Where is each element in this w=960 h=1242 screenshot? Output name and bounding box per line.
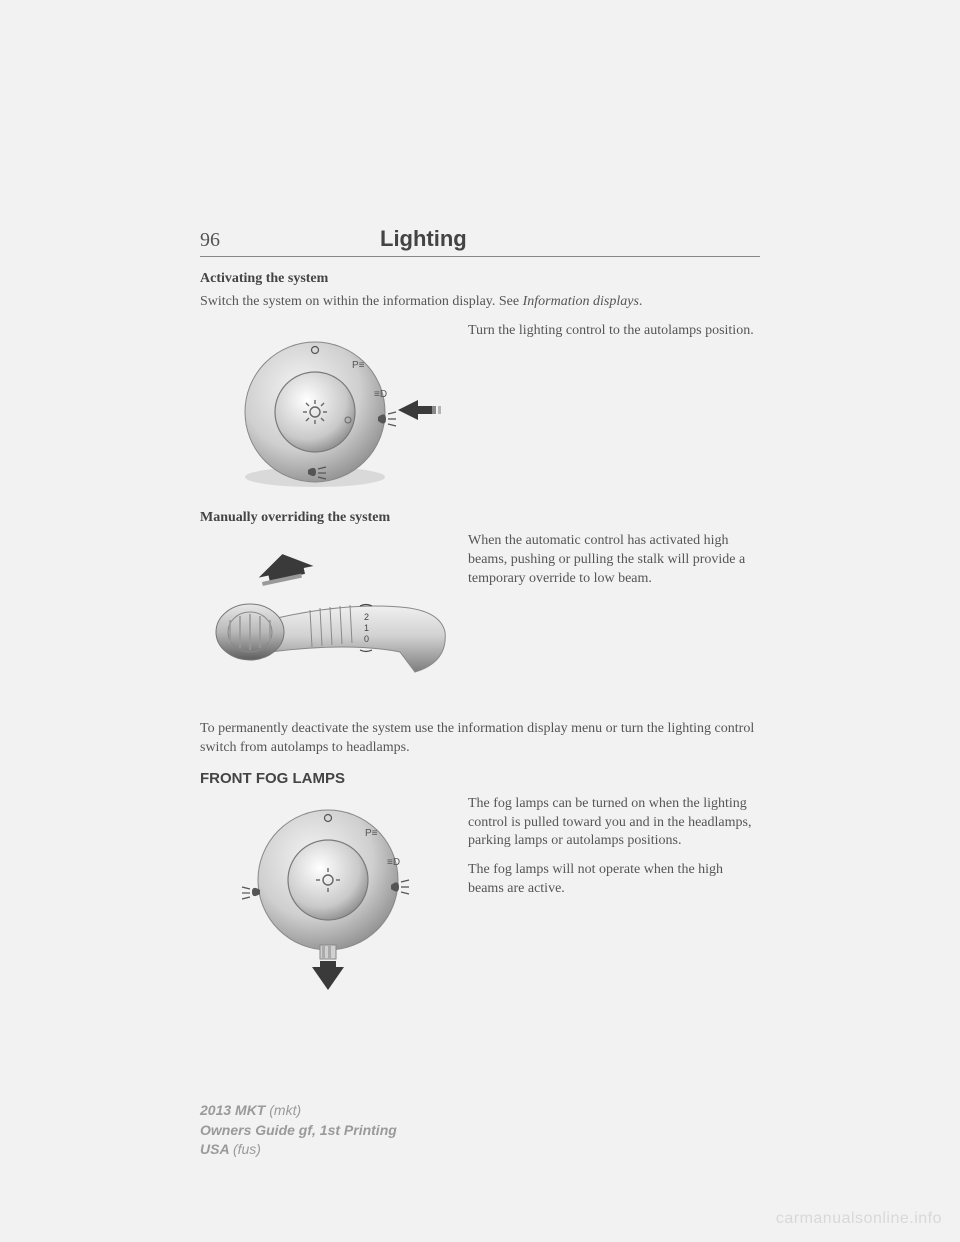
footer-line-2: Owners Guide gf, 1st Printing: [200, 1121, 397, 1141]
svg-text:P≡: P≡: [365, 828, 378, 839]
section1-intro-a: Switch the system on within the informat…: [200, 294, 523, 309]
footer-region-code: (fus): [233, 1141, 261, 1157]
svg-text:≡D: ≡D: [374, 389, 387, 400]
section1-intro-italic: Information displays: [523, 294, 639, 309]
section1-row: P≡ ≡D: [200, 322, 760, 492]
section3-side-a: The fog lamps can be turned on when the …: [468, 795, 760, 852]
page-header: 96 Lighting: [200, 226, 760, 257]
section2-heading: Manually overriding the system: [200, 510, 760, 526]
page-number: 96: [200, 229, 380, 252]
footer-model: 2013 MKT: [200, 1102, 269, 1118]
lighting-dial-figure-1: P≡ ≡D: [200, 322, 450, 492]
svg-text:1: 1: [364, 623, 369, 633]
section1-side: Turn the lighting control to the autolam…: [468, 322, 760, 492]
section1-intro: Switch the system on within the informat…: [200, 293, 760, 312]
svg-text:2: 2: [364, 612, 369, 622]
section3-side: The fog lamps can be turned on when the …: [468, 795, 760, 965]
footer-model-code: (mkt): [269, 1102, 301, 1118]
section1-heading: Activating the system: [200, 271, 760, 287]
section3-title: FRONT FOG LAMPS: [200, 770, 760, 787]
section2-side-text: When the automatic control has activated…: [468, 532, 760, 589]
section3-row: P≡ ≡D: [200, 795, 760, 965]
section1-side-text: Turn the lighting control to the autolam…: [468, 322, 760, 341]
chapter-title: Lighting: [380, 226, 467, 252]
section2-row: 2 1 0 When the automatic control has act…: [200, 532, 760, 702]
svg-text:0: 0: [364, 634, 369, 644]
footer-region: USA: [200, 1141, 233, 1157]
footer-line-3: USA (fus): [200, 1140, 397, 1160]
lighting-dial-figure-2: P≡ ≡D: [200, 795, 450, 965]
stalk-figure: 2 1 0: [200, 532, 450, 702]
page-footer: 2013 MKT (mkt) Owners Guide gf, 1st Prin…: [200, 1101, 397, 1160]
section2-after: To permanently deactivate the system use…: [200, 720, 760, 758]
svg-text:≡D: ≡D: [387, 857, 400, 868]
section1-intro-c: .: [639, 294, 643, 309]
svg-text:P≡: P≡: [352, 360, 365, 371]
section2-side: When the automatic control has activated…: [468, 532, 760, 702]
watermark: carmanualsonline.info: [776, 1210, 942, 1228]
page-content: 96 Lighting Activating the system Switch…: [0, 0, 960, 965]
footer-line-1: 2013 MKT (mkt): [200, 1101, 397, 1121]
section3-side-b: The fog lamps will not operate when the …: [468, 861, 760, 899]
